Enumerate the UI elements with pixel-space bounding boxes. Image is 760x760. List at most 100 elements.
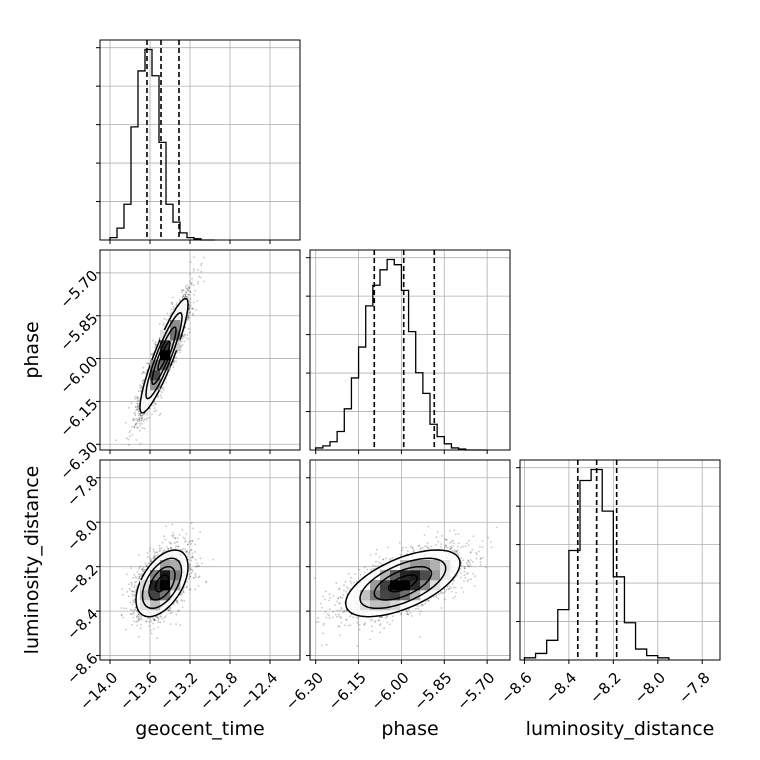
scatter-point [183, 333, 186, 336]
scatter-point [192, 308, 195, 311]
scatter-point [176, 541, 179, 543]
scatter-point [139, 573, 142, 576]
scatter-point [133, 584, 136, 587]
scatter-point [182, 536, 185, 539]
scatter-point [193, 293, 196, 296]
scatter-point [127, 583, 130, 586]
scatter-point [189, 306, 192, 309]
scatter-point [187, 317, 190, 320]
scatter-point [132, 601, 135, 604]
scatter-point [163, 535, 165, 538]
scatter-point [135, 439, 138, 441]
scatter-point [153, 555, 156, 557]
scatter-point [140, 615, 143, 618]
scatter-point [175, 356, 178, 359]
scatter-point [123, 607, 125, 610]
scatter-point [192, 577, 195, 579]
scatter-point [188, 551, 191, 553]
scatter-point [183, 599, 186, 602]
scatter-point [125, 628, 127, 631]
scatter-point [185, 291, 187, 294]
scatter-point [133, 412, 136, 415]
scatter-point [130, 590, 133, 592]
scatter-point [151, 354, 154, 356]
panel-content [115, 256, 205, 446]
scatter-point [189, 311, 192, 314]
scatter-point [189, 568, 192, 571]
scatter-point [158, 323, 161, 325]
scatter-point [191, 540, 194, 542]
scatter-point [136, 406, 139, 408]
scatter-point [194, 588, 197, 590]
scatter-point [138, 413, 141, 415]
scatter-point [190, 548, 193, 551]
scatter-point [181, 289, 183, 292]
scatter-point [138, 577, 141, 580]
scatter-point [180, 344, 183, 347]
scatter-point [185, 551, 188, 554]
scatter-point [187, 316, 190, 319]
scatter-point [136, 614, 139, 617]
panel-2-2 [516, 459, 721, 664]
scatter-point [194, 574, 197, 576]
scatter-point [171, 303, 174, 306]
scatter-point [157, 626, 160, 629]
scatter-point [171, 611, 173, 614]
scatter-point [182, 589, 185, 592]
scatter-point [145, 620, 148, 622]
scatter-point [169, 609, 172, 612]
scatter-point [177, 545, 180, 548]
scatter-point [171, 534, 174, 537]
scatter-point [176, 600, 179, 603]
scatter-point [172, 536, 175, 539]
scatter-point [132, 612, 135, 615]
scatter-point [191, 539, 194, 542]
scatter-point [142, 371, 145, 373]
scatter-point [197, 537, 200, 540]
scatter-point [190, 283, 193, 286]
scatter-point [154, 556, 156, 559]
scatter-point [188, 331, 191, 334]
scatter-point [189, 567, 192, 570]
density-block [150, 380, 161, 391]
scatter-point [162, 322, 165, 324]
scatter-point [175, 304, 178, 306]
scatter-point [186, 555, 189, 558]
scatter-point [126, 437, 128, 440]
panel-0-0 [96, 39, 301, 244]
scatter-point [186, 318, 189, 321]
scatter-point [140, 386, 143, 389]
scatter-point [161, 391, 163, 394]
scatter-point [183, 335, 185, 338]
scatter-point [145, 414, 148, 416]
scatter-point [190, 572, 193, 575]
scatter-point [141, 419, 143, 421]
scatter-point [129, 435, 132, 438]
scatter-point [158, 550, 161, 553]
scatter-point [146, 362, 148, 365]
scatter-point [200, 270, 203, 273]
scatter-point [149, 618, 151, 620]
scatter-point [205, 580, 208, 583]
ylabel-phase: phase [21, 321, 43, 378]
scatter-point [145, 563, 148, 566]
scatter-point [187, 553, 190, 555]
scatter-point [138, 635, 141, 638]
scatter-point [188, 578, 190, 580]
histogram-step-geocent_time [109, 48, 215, 241]
scatter-point [162, 550, 165, 553]
scatter-point [184, 333, 187, 336]
scatter-point [177, 545, 180, 548]
scatter-point [184, 539, 187, 542]
scatter-point [191, 556, 194, 559]
scatter-point [175, 541, 178, 544]
scatter-point [157, 621, 160, 624]
scatter-point [120, 607, 123, 609]
scatter-point [138, 619, 141, 621]
scatter-point [130, 567, 132, 569]
scatter-point [140, 568, 143, 571]
scatter-point [172, 305, 175, 308]
scatter-point [131, 595, 134, 598]
scatter-point [142, 566, 145, 569]
scatter-point [138, 566, 141, 569]
